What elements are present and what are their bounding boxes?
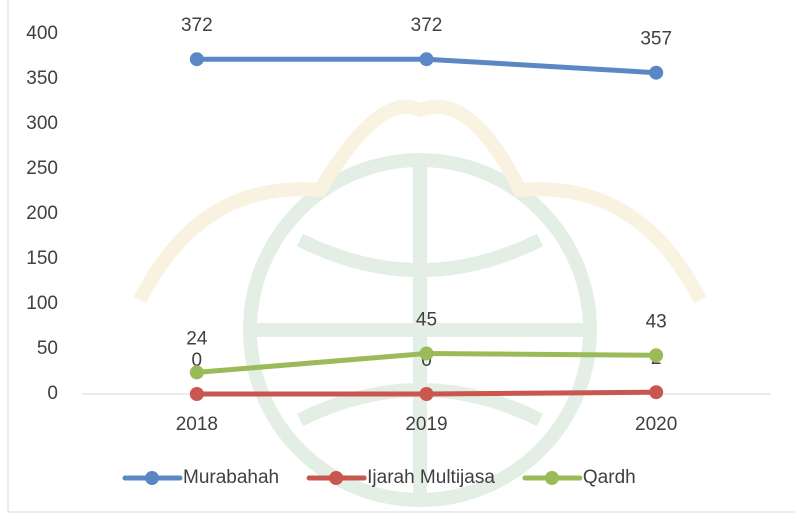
legend-label: Ijarah Multijasa: [367, 467, 495, 488]
y-tick-label: 200: [26, 203, 58, 224]
marker: [420, 52, 434, 66]
legend-label: Murabahah: [183, 467, 279, 488]
y-tick-label: 50: [37, 338, 58, 359]
y-tick-label: 100: [26, 293, 58, 314]
y-tick-label: 350: [26, 68, 58, 89]
marker: [190, 52, 204, 66]
y-tick-label: 0: [47, 383, 58, 404]
y-tick-label: 400: [26, 23, 58, 44]
y-tick-label: 150: [26, 248, 58, 269]
marker: [649, 385, 663, 399]
x-tick-label: 2019: [405, 414, 447, 435]
legend-marker: [329, 471, 343, 485]
y-tick-label: 300: [26, 113, 58, 134]
data-label: 43: [646, 311, 667, 332]
watermark: [140, 107, 700, 500]
data-label: 372: [411, 15, 443, 36]
data-label: 372: [181, 15, 213, 36]
marker: [420, 387, 434, 401]
data-label: 24: [186, 328, 208, 349]
marker: [649, 66, 663, 80]
marker: [190, 387, 204, 401]
x-tick-label: 2018: [176, 414, 218, 435]
chart: 0 50 100 150 200 250 300 350 400 2018 2019 2020 372 3…: [0, 0, 795, 514]
data-label: 357: [640, 29, 672, 50]
legend-marker: [145, 471, 159, 485]
y-tick-label: 250: [26, 158, 58, 179]
legend-marker: [545, 471, 559, 485]
data-label: 45: [416, 310, 437, 331]
marker: [649, 348, 663, 362]
marker: [420, 347, 434, 361]
marker: [190, 365, 204, 379]
x-tick-label: 2020: [635, 414, 677, 435]
page: {"chart_data": {"type": "line", "categor…: [0, 0, 795, 514]
legend-label: Qardh: [583, 467, 636, 488]
